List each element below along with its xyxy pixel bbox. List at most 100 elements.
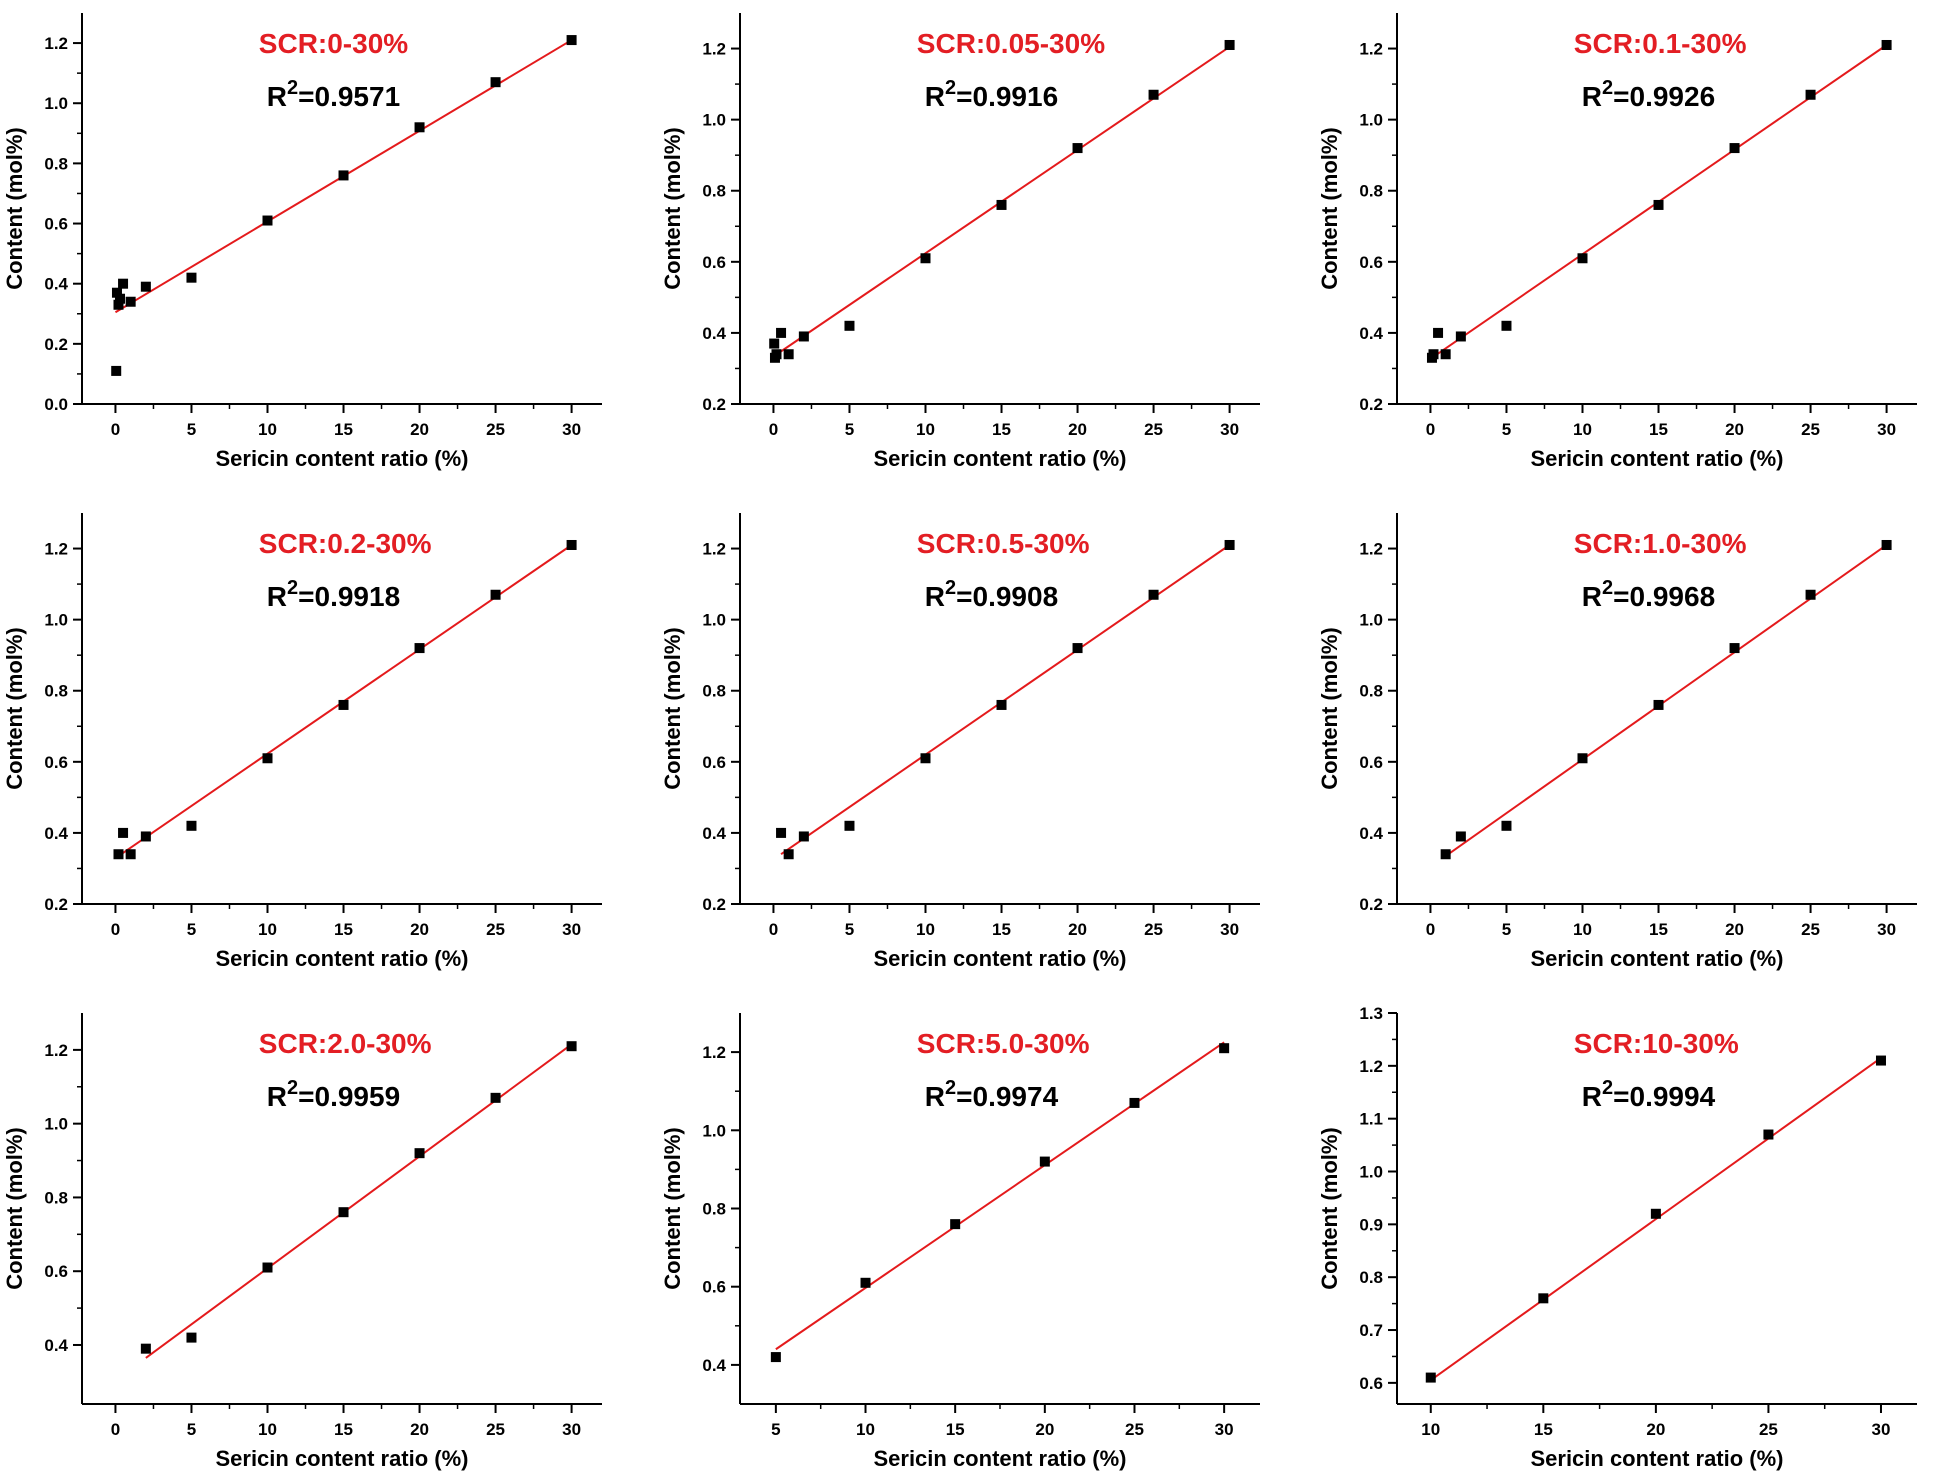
y-axis-title: Content (mol%) [1317, 627, 1342, 790]
data-point [1440, 849, 1451, 860]
data-point [1650, 1208, 1661, 1219]
data-point [1039, 1156, 1050, 1167]
y-tick-label: 0.6 [702, 753, 726, 772]
y-axis-title: Content (mol%) [660, 127, 685, 290]
r-squared-label: R2=0.9959 [267, 1077, 400, 1112]
r-squared-label: R2=0.9968 [1582, 577, 1715, 612]
x-tick-label: 0 [769, 920, 778, 939]
r-squared-symbol: R [925, 581, 945, 612]
data-point [115, 293, 126, 304]
r-squared-symbol: R [1582, 81, 1602, 112]
y-tick-label: 1.1 [1359, 1110, 1383, 1129]
y-tick-label: 1.2 [1359, 540, 1383, 559]
x-tick-label: 30 [1220, 420, 1239, 439]
data-point [1148, 89, 1159, 100]
y-tick-label: 1.2 [44, 34, 68, 53]
data-point [1763, 1129, 1774, 1140]
r-squared-superscript: 2 [945, 577, 956, 599]
data-point [414, 1148, 425, 1159]
x-axis-title: Sericin content ratio (%) [1530, 946, 1783, 971]
r-squared-value: =0.9959 [298, 1081, 400, 1112]
data-point [1219, 1043, 1230, 1054]
r-squared-superscript: 2 [1602, 1077, 1613, 1099]
y-tick-label: 1.0 [1359, 1163, 1383, 1182]
x-tick-label: 30 [562, 920, 581, 939]
y-tick-label: 0.2 [44, 895, 68, 914]
chart-panel-1: 0 5 10 15 20 25 30 0.0 0.2 0.4 0.6 0.8 1.0 1.2 Sericin… [2, 13, 602, 471]
x-tick-label: 5 [1502, 420, 1511, 439]
r-squared-label: R2=0.9908 [925, 577, 1058, 612]
y-tick-label: 1.0 [1359, 111, 1383, 130]
chart-panel-9: 10 15 20 25 30 0.6 0.7 0.8 0.9 1.0 1.1 1.2 1.3 Serici… [1317, 1004, 1917, 1471]
panel-title: SCR:10-30% [1574, 1028, 1739, 1059]
data-point [1148, 589, 1159, 600]
x-tick-label: 0 [769, 420, 778, 439]
data-point [1805, 89, 1816, 100]
data-point [111, 287, 122, 298]
y-tick-label: 0.4 [44, 824, 68, 843]
data-point [566, 539, 577, 550]
fit-line [1430, 1057, 1882, 1382]
data-point [1577, 253, 1588, 264]
y-tick-label: 1.0 [44, 611, 68, 630]
data-point [1440, 349, 1451, 360]
x-tick-label: 25 [486, 920, 505, 939]
r-squared-symbol: R [925, 1081, 945, 1112]
r-squared-value: =0.9968 [1613, 581, 1715, 612]
data-point [1881, 539, 1892, 550]
data-point [1455, 331, 1466, 342]
data-point [776, 827, 787, 838]
x-tick-label: 20 [1646, 1420, 1665, 1439]
y-tick-label: 0.2 [702, 395, 726, 414]
panel-title: SCR:0.5-30% [917, 528, 1090, 559]
y-axis-title: Content (mol%) [660, 627, 685, 790]
data-point [920, 753, 931, 764]
panel-title: SCR:0.1-30% [1574, 28, 1747, 59]
data-point [783, 849, 794, 860]
data-point [1501, 820, 1512, 831]
panel-title: SCR:0-30% [259, 28, 408, 59]
r-squared-symbol: R [1582, 581, 1602, 612]
x-tick-label: 10 [258, 1420, 277, 1439]
data-point [140, 1343, 151, 1354]
r-squared-superscript: 2 [945, 77, 956, 99]
data-point [414, 122, 425, 133]
fit-line [775, 1041, 1225, 1351]
x-axis-title: Sericin content ratio (%) [873, 946, 1126, 971]
chart-panel-7: 0 5 10 15 20 25 30 0.4 0.6 0.8 1.0 1.2 Sericin conte… [2, 1013, 602, 1471]
x-tick-label: 20 [1068, 420, 1087, 439]
x-axis-title: Sericin content ratio (%) [215, 446, 468, 471]
y-tick-label: 0.4 [1359, 824, 1383, 843]
r-squared-label: R2=0.9916 [925, 77, 1058, 112]
data-point [920, 253, 931, 264]
data-point [1129, 1097, 1140, 1108]
r-squared-value: =0.9918 [298, 581, 400, 612]
y-tick-label: 1.3 [1359, 1004, 1383, 1023]
r-squared-symbol: R [925, 81, 945, 112]
x-axis-title: Sericin content ratio (%) [215, 1446, 468, 1471]
y-tick-label: 1.0 [44, 94, 68, 113]
chart-panel-4: 0 5 10 15 20 25 30 0.2 0.4 0.6 0.8 1.0 1.2 Sericin co… [2, 513, 602, 971]
r-squared-symbol: R [267, 81, 287, 112]
y-tick-label: 1.2 [44, 1041, 68, 1060]
data-point [113, 299, 124, 310]
x-tick-label: 10 [1573, 420, 1592, 439]
y-tick-label: 0.8 [702, 182, 726, 201]
panel-title: SCR:0.2-30% [259, 528, 432, 559]
r-squared-label: R2=0.9994 [1582, 1077, 1716, 1112]
r-squared-value: =0.9571 [298, 81, 400, 112]
y-tick-label: 0.6 [44, 753, 68, 772]
data-point [186, 820, 197, 831]
x-tick-label: 0 [1426, 420, 1435, 439]
y-tick-label: 0.6 [702, 1278, 726, 1297]
data-point [186, 272, 197, 283]
x-axis-title: Sericin content ratio (%) [873, 1446, 1126, 1471]
x-tick-label: 25 [1144, 920, 1163, 939]
data-point [1729, 643, 1740, 654]
y-tick-label: 1.2 [1359, 40, 1383, 59]
r-squared-superscript: 2 [287, 77, 298, 99]
data-point [490, 589, 501, 600]
x-axis-title: Sericin content ratio (%) [215, 946, 468, 971]
y-tick-label: 0.9 [1359, 1215, 1383, 1234]
x-tick-label: 25 [1125, 1420, 1144, 1439]
